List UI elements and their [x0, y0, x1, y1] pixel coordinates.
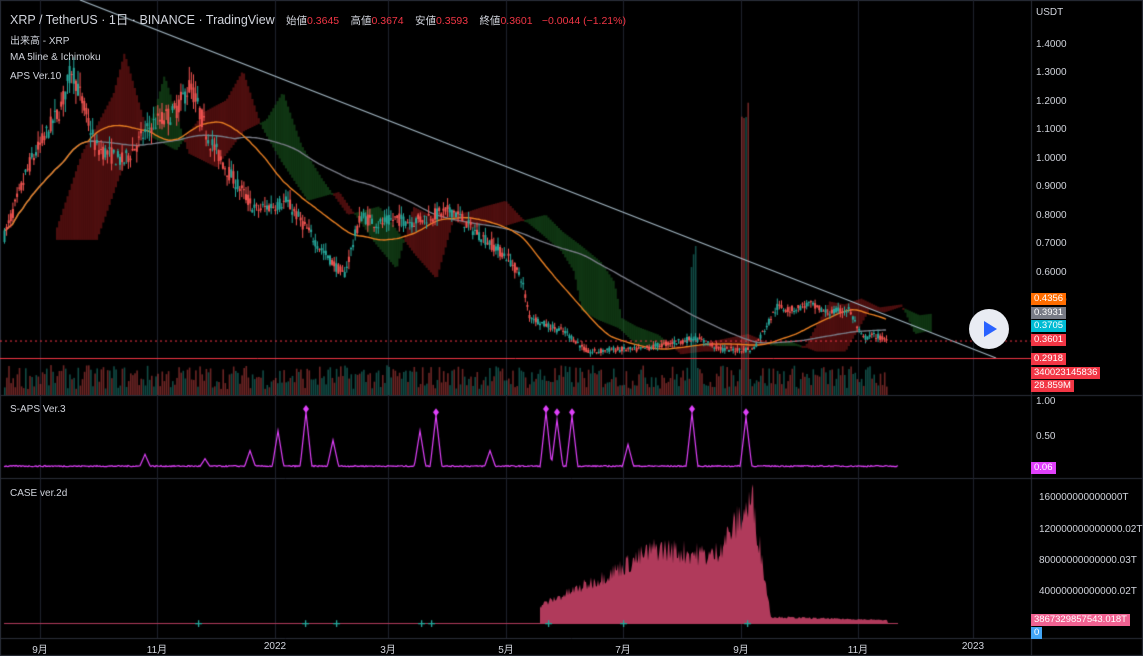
price-axis-unit: USDT: [1036, 7, 1064, 18]
case-tick-160: 160000000000000T: [1039, 492, 1129, 503]
price-tick: 0.8000: [1036, 209, 1067, 221]
aps-indicator-label[interactable]: APS Ver.10: [10, 71, 62, 82]
case-indicator-label[interactable]: CASE ver.2d: [10, 488, 68, 499]
case-current-tag: 3867329857543.018T: [1031, 614, 1130, 626]
price-tick: 1.3000: [1036, 67, 1067, 79]
price-tick: 1.1000: [1036, 124, 1067, 136]
chart-header: XRP / TetherUS · 1日 · BINANCE · TradingV…: [10, 9, 626, 28]
price-tag: 0.4356: [1031, 293, 1067, 305]
time-label-sep-2022: 9月: [733, 645, 749, 656]
close-value: 0.3601: [500, 15, 533, 27]
price-tag: 0.2918: [1031, 353, 1067, 365]
price-tag: 0.3601: [1031, 334, 1067, 346]
time-label-nov-2022: 11月: [847, 645, 869, 656]
time-label-2023: 2023: [961, 641, 985, 652]
price-tick: 0.9000: [1036, 181, 1067, 193]
open-label: 始値: [286, 15, 308, 27]
price-tick: 1.2000: [1036, 95, 1067, 107]
price-tick: 1.0000: [1036, 152, 1067, 164]
case-tick-120: 120000000000000.02T: [1039, 524, 1143, 535]
saps-tick-050: 0.50: [1036, 431, 1056, 442]
low-label: 安値: [414, 15, 436, 27]
change-value: −0.0044 (−1.21%): [541, 15, 626, 27]
play-icon: [984, 321, 997, 337]
price-tag: 28.859M: [1031, 380, 1074, 392]
time-label-may: 5月: [498, 645, 514, 656]
close-label: 終値: [479, 15, 501, 27]
case-zero-tag: 0: [1031, 627, 1043, 639]
volume-indicator-label[interactable]: 出来高 - XRP: [10, 36, 70, 47]
price-tick: 1.4000: [1036, 39, 1067, 50]
saps-tick-1: 1.00: [1036, 396, 1056, 407]
time-label-nov: 11月: [146, 645, 168, 656]
high-label: 高値: [350, 15, 372, 27]
replay-play-button[interactable]: [969, 309, 1009, 349]
case-tick-40: 40000000000000.02T: [1039, 586, 1137, 597]
ma-indicator-label[interactable]: MA 5line & Ichimoku: [10, 52, 101, 63]
time-label-2022: 2022: [263, 641, 287, 652]
symbol-title: XRP / TetherUS · 1日 · BINANCE · TradingV…: [10, 13, 275, 27]
price-tag: 0.3931: [1031, 307, 1067, 319]
price-tick: 0.6000: [1036, 266, 1067, 278]
time-label-sep: 9月: [32, 645, 48, 656]
price-tick: 0.7000: [1036, 238, 1067, 250]
time-label-mar: 3月: [380, 645, 396, 656]
time-label-jul: 7月: [615, 645, 631, 656]
price-tag: 340023145836: [1031, 367, 1101, 379]
case-tick-80: 80000000000000.03T: [1039, 555, 1137, 566]
saps-indicator-label[interactable]: S-APS Ver.3: [10, 404, 66, 415]
price-tag: 0.3705: [1031, 320, 1067, 332]
low-value: 0.3593: [435, 15, 469, 27]
saps-current-tag: 0.06: [1031, 462, 1056, 474]
open-value: 0.3645: [307, 15, 340, 27]
high-value: 0.3674: [371, 15, 404, 27]
